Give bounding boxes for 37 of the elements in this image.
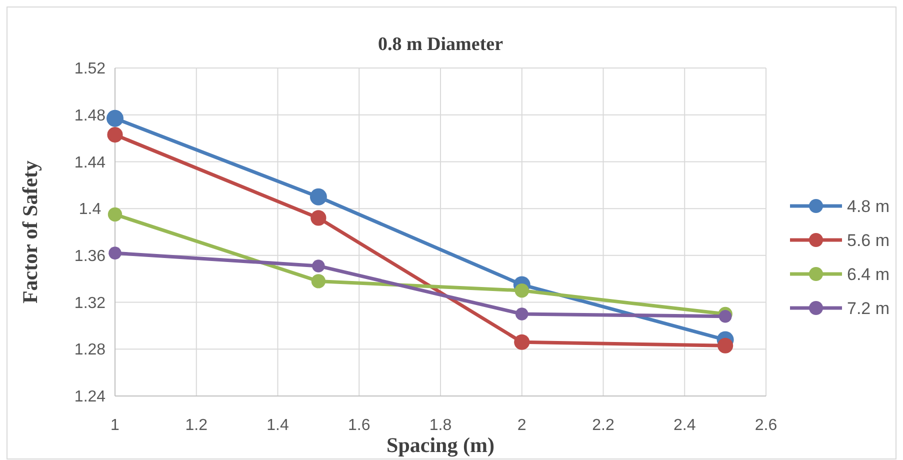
point — [311, 274, 326, 288]
legend-label: 4.8 m — [847, 196, 890, 216]
x-tick-label: 1.2 — [185, 417, 208, 434]
y-tick-label: 1.4 — [78, 201, 102, 218]
point — [108, 207, 122, 222]
x-tick-label: 2 — [517, 417, 526, 434]
legend-label: 7.2 m — [847, 298, 890, 318]
point — [514, 283, 529, 298]
x-tick-label: 1.8 — [429, 417, 452, 434]
x-tick-label: 2.2 — [592, 417, 614, 434]
x-tick-label: 2.6 — [754, 417, 778, 434]
point — [106, 110, 124, 127]
y-tick-label: 1.24 — [74, 388, 106, 406]
point — [310, 188, 327, 206]
y-tick-label: 1.52 — [74, 60, 106, 78]
legend-label: 6.4 m — [847, 264, 890, 284]
point — [718, 338, 734, 354]
legend-label: 5.6 m — [847, 230, 890, 250]
x-tick-label: 1.4 — [266, 417, 289, 434]
x-tick-label: 1 — [110, 417, 120, 434]
chart-title: 0.8 m Diameter — [378, 34, 504, 55]
x-tick-label: 2.4 — [674, 417, 696, 434]
point — [312, 260, 325, 272]
point — [514, 334, 530, 350]
point — [108, 246, 122, 260]
x-tick-label: 1.6 — [348, 417, 370, 434]
point — [718, 310, 732, 323]
point — [107, 126, 123, 143]
point — [515, 308, 528, 320]
y-tick-label: 1.36 — [74, 248, 106, 266]
y-axis-title: Factor of Safety — [18, 160, 42, 304]
point — [310, 210, 326, 226]
y-tick-label: 1.28 — [74, 342, 106, 359]
y-tick-label: 1.44 — [74, 154, 106, 172]
x-axis-title: Spacing (m) — [386, 433, 494, 457]
y-tick-label: 1.32 — [74, 294, 106, 312]
y-tick-label: 1.48 — [74, 107, 106, 124]
